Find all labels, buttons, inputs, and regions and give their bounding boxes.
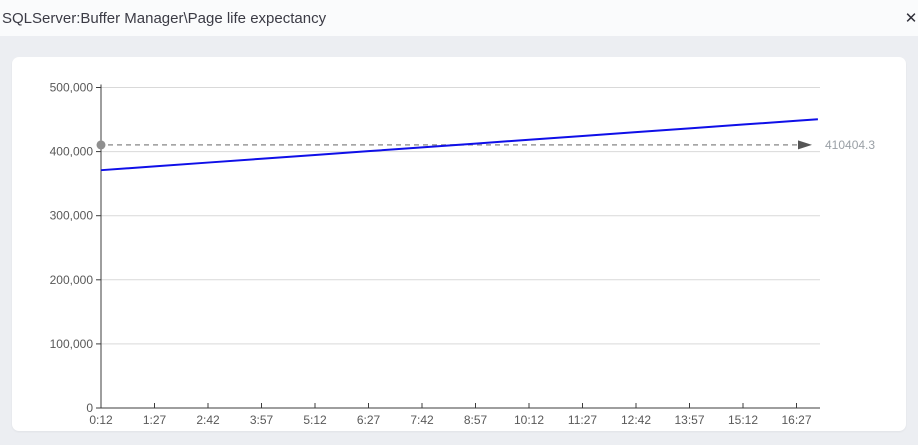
x-tick-label: 15:12 (728, 413, 758, 427)
reference-marker-dot (96, 140, 106, 150)
close-button[interactable]: ✕ (899, 8, 918, 30)
page-title: SQLServer:Buffer Manager\Page life expec… (2, 9, 327, 27)
reference-arrow-icon (798, 140, 812, 150)
reference-value-label: 410404.3 (825, 138, 875, 152)
x-tick-label: 3:57 (250, 413, 274, 427)
x-tick-label: 10:12 (514, 413, 544, 427)
line-chart: 0 100,000 200,000 300,000 400,000 500,000 0:12… (50, 81, 876, 428)
x-tick-label: 13:57 (674, 413, 704, 427)
x-tick-label: 12:42 (621, 413, 651, 427)
series-line (100, 118, 818, 172)
x-tick-label: 11:27 (568, 413, 597, 427)
y-tick-label: 100,000 (50, 337, 94, 351)
x-tick-label: 8:57 (464, 413, 488, 427)
y-tick-label: 300,000 (50, 209, 94, 223)
x-tick-label: 7:42 (410, 413, 434, 427)
x-tick-label: 5:12 (303, 413, 327, 427)
x-tick-label: 1:27 (143, 413, 167, 427)
x-tick-label: 2:42 (196, 413, 220, 427)
x-tick-label: 6:27 (357, 413, 381, 427)
panel-header: SQLServer:Buffer Manager\Page life expec… (0, 0, 918, 36)
x-tick-label: 0:12 (89, 413, 113, 427)
y-tick-label: 200,000 (50, 273, 94, 287)
y-tick-label: 0 (86, 401, 93, 415)
chart-card: 0 100,000 200,000 300,000 400,000 500,000 0:12… (12, 57, 906, 431)
x-tick-label: 16:27 (781, 413, 811, 427)
y-tick-label: 400,000 (50, 145, 94, 159)
y-tick-label: 500,000 (50, 81, 94, 95)
close-icon: ✕ (904, 10, 918, 27)
